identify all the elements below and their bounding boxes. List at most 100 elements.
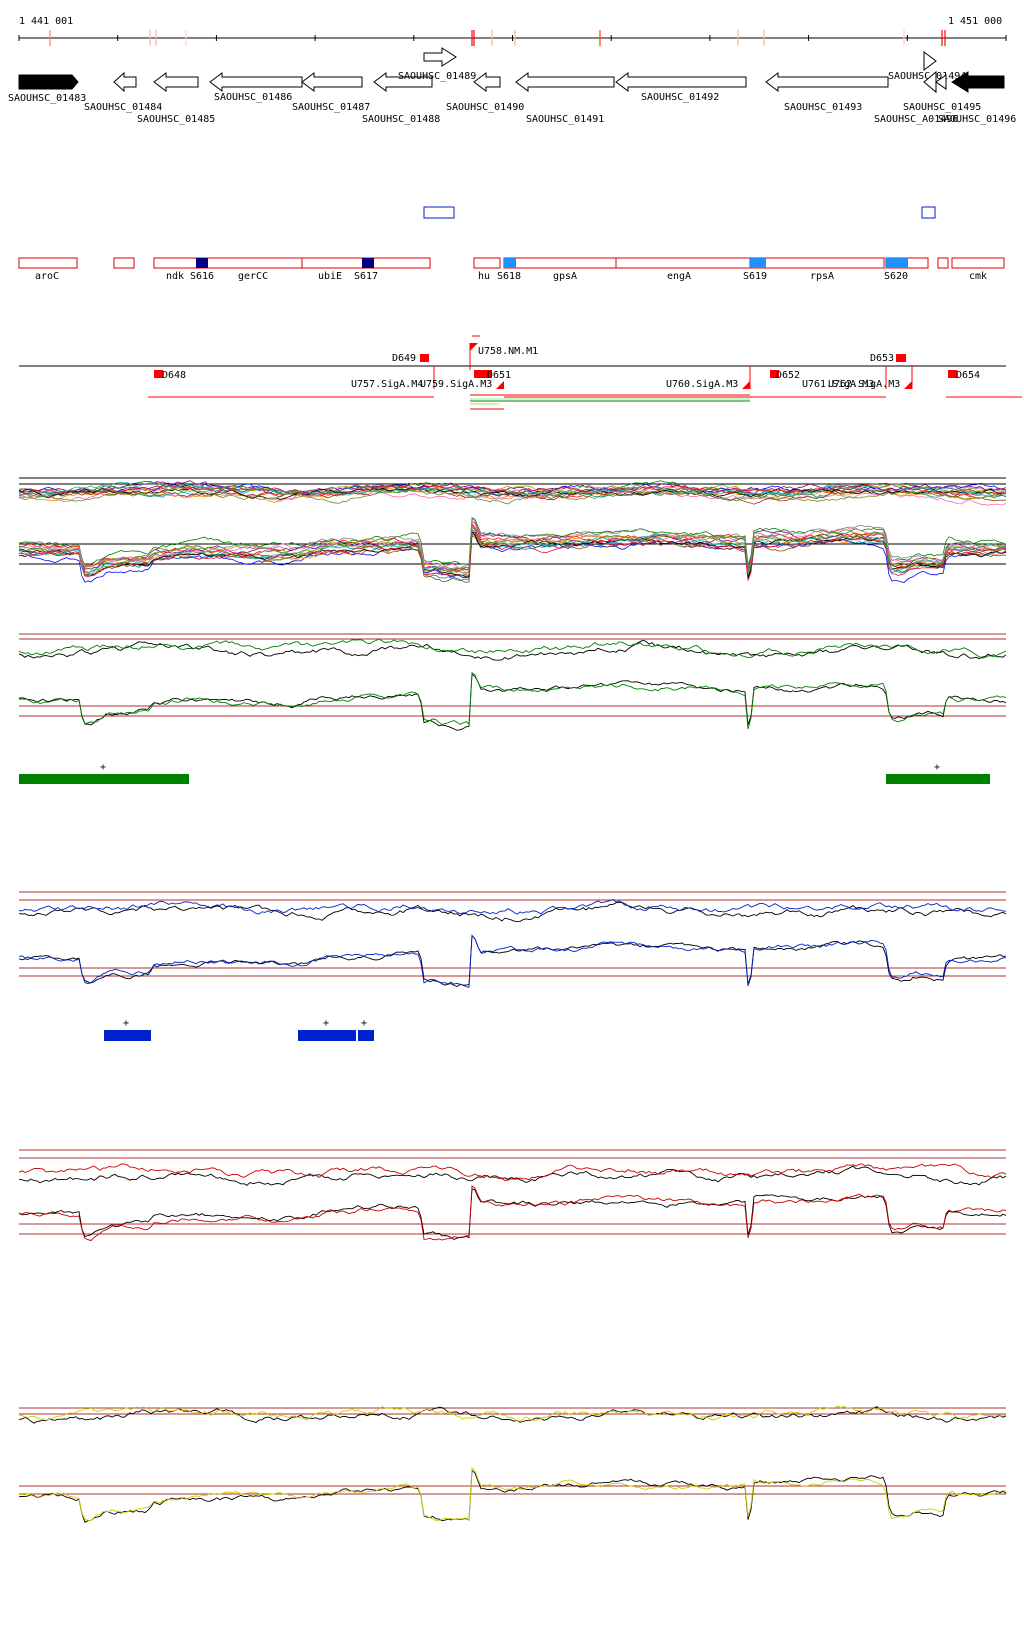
sigma-label: S617 <box>354 271 378 282</box>
expression-curve <box>18 671 1007 730</box>
gene-label: SAOUHSC_01487 <box>292 102 370 113</box>
operon-label: engA <box>667 271 691 282</box>
gene-saouhsc-01494[interactable]: SAOUHSC_01494 <box>888 51 966 82</box>
feature-label: D654 <box>956 370 980 381</box>
expression-curve <box>18 488 1007 505</box>
expression-curve <box>18 486 1007 501</box>
gene-saouhsc-01483[interactable]: SAOUHSC_01483 <box>8 74 86 104</box>
expression-curve <box>18 531 1007 577</box>
expression-curve <box>18 1163 1007 1181</box>
feature-marker[interactable] <box>154 370 163 378</box>
feature-marker[interactable] <box>948 370 957 378</box>
gene-saouhsc-01489[interactable]: SAOUHSC_01489 <box>398 47 476 82</box>
feature-marker[interactable] <box>770 370 779 378</box>
operon-track: aroC ndk S616 gerCC ubiE S617 hu S618 gp… <box>18 206 1005 282</box>
gene-saouhsc-01491[interactable]: SAOUHSC_01491 <box>515 72 615 125</box>
expression-curve <box>18 529 1007 581</box>
expression-curve <box>18 482 1007 497</box>
gene-label: SAOUHSC_01488 <box>362 114 440 125</box>
expression-curve <box>18 898 1007 915</box>
expression-curve <box>18 934 1007 988</box>
peak-sign: + <box>934 762 940 773</box>
gene-saouhsc-01487[interactable]: SAOUHSC_01487 <box>292 72 370 113</box>
expression-curve <box>19 673 1007 731</box>
expression-curve <box>18 488 1007 506</box>
expression-curve <box>18 483 1007 495</box>
operon-box[interactable] <box>615 257 751 269</box>
operon-box[interactable] <box>473 257 501 269</box>
operon-box[interactable] <box>503 257 617 269</box>
gene-label: SAOUHSC_01489 <box>398 71 476 82</box>
gene-label: SAOUHSC_01486 <box>214 92 292 103</box>
operon-label: gerCC <box>238 271 268 282</box>
peak-bar[interactable] <box>298 1030 356 1041</box>
red-expression-track <box>18 1149 1007 1242</box>
sigma-site-marker[interactable] <box>504 258 516 268</box>
feature-label: U759.SigA.M3 <box>420 379 492 390</box>
operon-box[interactable] <box>951 257 1005 269</box>
gene-label: SAOUHSC_01491 <box>526 114 604 125</box>
operon-box[interactable] <box>153 257 303 269</box>
promoter-flag[interactable] <box>742 381 750 389</box>
blue-expression-track <box>18 891 1007 988</box>
operon-label: rpsA <box>810 271 834 282</box>
feature-marker[interactable] <box>420 354 429 362</box>
gene-saouhsc-01484[interactable]: SAOUHSC_01484 <box>84 71 162 113</box>
gene-saouhsc-a01496[interactable]: SAOUHSC_A01496 <box>874 74 958 125</box>
operon-label: cmk <box>969 271 987 282</box>
peak-bar[interactable] <box>886 774 990 784</box>
feature-label: U758.NM.M1 <box>478 346 538 357</box>
feature-label: U760.SigA.M3 <box>666 379 738 390</box>
operon-box[interactable] <box>749 257 885 269</box>
gene-saouhsc-01493[interactable]: SAOUHSC_01493 <box>765 72 889 113</box>
feature-marker[interactable] <box>474 370 492 378</box>
expression-curve <box>18 1405 1007 1422</box>
gene-saouhsc-01485[interactable]: SAOUHSC_01485 <box>137 72 215 125</box>
expression-curve <box>18 1469 1007 1523</box>
gene-saouhsc-01496[interactable]: SAOUHSC_01496 <box>938 71 1016 125</box>
feature-label: D652 <box>776 370 800 381</box>
blue-outline-box <box>423 206 455 219</box>
gene-saouhsc-01492[interactable]: SAOUHSC_01492 <box>615 72 747 103</box>
operon-label: ndk <box>166 271 184 282</box>
sigma-label: S616 <box>190 271 214 282</box>
sigma-site-marker[interactable] <box>886 258 908 268</box>
sigma-site-marker[interactable] <box>196 258 208 268</box>
feature-label: D653 <box>870 353 894 364</box>
operon-box[interactable] <box>18 257 78 269</box>
sigma-site-marker[interactable] <box>750 258 766 268</box>
expression-curve <box>18 521 1007 571</box>
feature-label: U761.SigA.M3 <box>802 379 874 390</box>
feature-label: D648 <box>162 370 186 381</box>
operon-label: ubiE <box>318 271 342 282</box>
sigma-label: S619 <box>743 271 767 282</box>
operon-box[interactable] <box>937 257 949 269</box>
gene-label: SAOUHSC_01483 <box>8 93 86 104</box>
expression-curve <box>18 639 1007 661</box>
promoter-flag[interactable] <box>470 343 478 351</box>
feature-track: D648 D649 U757.SigA.M4 U758.NM.M1 U759.S… <box>19 335 1022 410</box>
promoter-flag[interactable] <box>496 381 504 389</box>
gene-saouhsc-01488[interactable]: SAOUHSC_01488 <box>362 72 440 125</box>
peak-bar[interactable] <box>19 774 189 784</box>
sigma-site-marker[interactable] <box>362 258 374 268</box>
peak-bar[interactable] <box>358 1030 374 1041</box>
feature-label: U757.SigA.M4 <box>351 379 423 390</box>
expression-curve <box>18 518 1007 570</box>
feature-marker[interactable] <box>896 354 906 362</box>
end-coordinate: 1 451 000 <box>948 16 1002 27</box>
green-peak-bars: + + <box>19 762 990 784</box>
promoter-flag[interactable] <box>904 381 912 389</box>
peak-bar[interactable] <box>104 1030 151 1041</box>
gene-saouhsc-01490[interactable]: SAOUHSC_01490 <box>446 72 524 113</box>
operon-label: aroC <box>35 271 59 282</box>
operon-label: gpsA <box>553 271 577 282</box>
expression-curve <box>18 487 1007 500</box>
gene-saouhsc-01486[interactable]: SAOUHSC_01486 <box>209 72 303 103</box>
coordinate-ruler: 1 441 001 1 451 000 <box>18 16 1007 46</box>
operon-box[interactable] <box>113 257 135 269</box>
expression-curve <box>19 527 1007 577</box>
feature-label: D649 <box>392 353 416 364</box>
expression-curve <box>18 526 1007 575</box>
feature-label: U762.SigA.M3 <box>828 379 900 390</box>
